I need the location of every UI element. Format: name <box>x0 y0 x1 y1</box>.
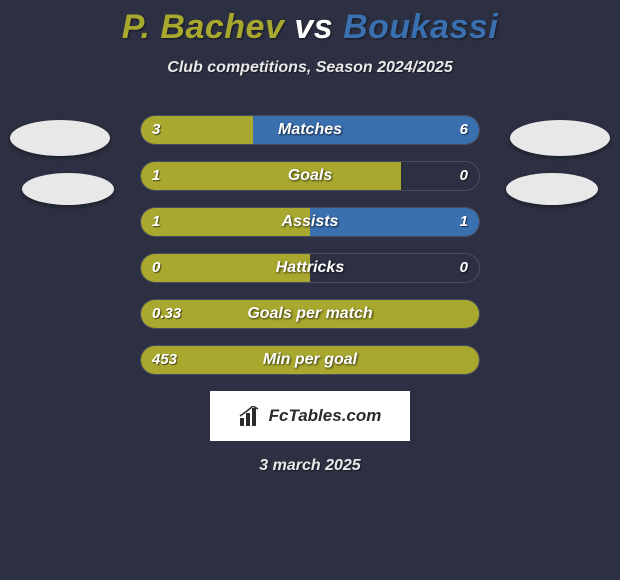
bar-track <box>140 345 480 375</box>
metric-row: Goals10 <box>0 161 620 191</box>
bar-left <box>141 254 310 282</box>
bar-track <box>140 253 480 283</box>
value-right: 0 <box>460 253 468 283</box>
metric-row: Assists11 <box>0 207 620 237</box>
bar-track <box>140 299 480 329</box>
bar-track <box>140 207 480 237</box>
bars-icon <box>239 406 263 426</box>
logo-text: FcTables.com <box>269 406 382 426</box>
comparison-card: P. Bachev vs Boukassi Club competitions,… <box>0 0 620 580</box>
bar-left <box>141 208 310 236</box>
bar-track <box>140 115 480 145</box>
metric-row: Hattricks00 <box>0 253 620 283</box>
bar-left <box>141 162 401 190</box>
title: P. Bachev vs Boukassi <box>0 8 620 47</box>
value-left: 453 <box>152 345 177 375</box>
value-right: 6 <box>460 115 468 145</box>
bar-left <box>141 300 479 328</box>
bar-track <box>140 161 480 191</box>
metric-bars: Matches36Goals10Assists11Hattricks00Goal… <box>0 115 620 375</box>
subtitle: Club competitions, Season 2024/2025 <box>0 59 620 77</box>
bar-right <box>310 208 479 236</box>
metric-row: Min per goal453 <box>0 345 620 375</box>
metric-row: Goals per match0.33 <box>0 299 620 329</box>
bar-left <box>141 346 479 374</box>
value-right: 1 <box>460 207 468 237</box>
player1-name: P. Bachev <box>122 8 285 46</box>
player2-name: Boukassi <box>343 8 498 46</box>
value-left: 3 <box>152 115 160 145</box>
value-right: 0 <box>460 161 468 191</box>
bar-right <box>253 116 479 144</box>
value-left: 1 <box>152 161 160 191</box>
metric-row: Matches36 <box>0 115 620 145</box>
value-left: 0.33 <box>152 299 181 329</box>
date: 3 march 2025 <box>0 457 620 475</box>
fctables-logo: FcTables.com <box>210 391 410 441</box>
value-left: 1 <box>152 207 160 237</box>
vs-label: vs <box>294 8 333 46</box>
value-left: 0 <box>152 253 160 283</box>
